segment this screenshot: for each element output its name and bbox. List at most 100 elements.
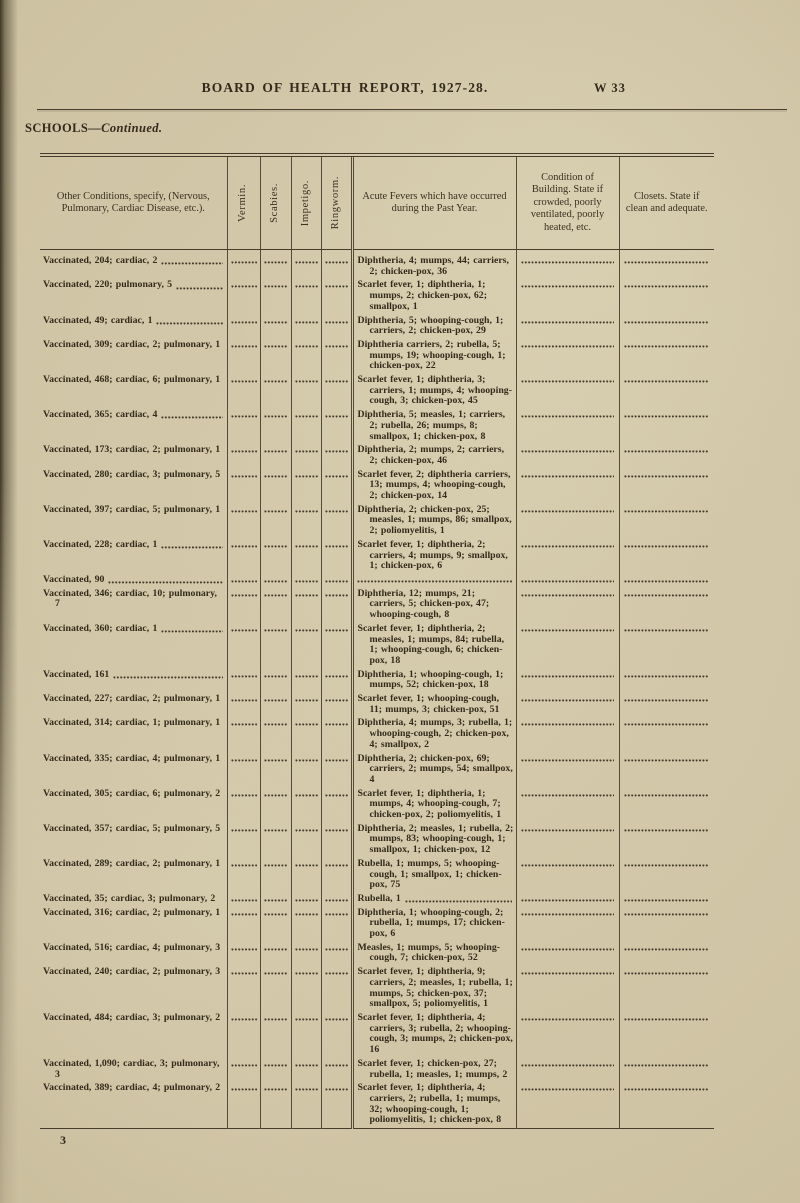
dotted-blank [230, 579, 257, 583]
cell-building-condition [515, 717, 619, 753]
cell-closets [618, 693, 714, 718]
dotted-blank [520, 674, 614, 678]
cell-closets [618, 752, 714, 788]
cell-scabies [259, 822, 291, 858]
cell-closets [618, 587, 714, 623]
table-row: Vaccinated, 1,090; cardiac, 3; pulmonary… [40, 1057, 714, 1083]
cell-ringworm [320, 374, 352, 410]
cell-closets [618, 468, 714, 504]
cell-building-condition [515, 249, 619, 280]
cell-scabies [259, 1082, 291, 1129]
cell-vermin [226, 752, 260, 788]
cell-vermin [226, 538, 260, 574]
cell-vermin [226, 906, 260, 942]
cell-vermin [226, 693, 260, 718]
dotted-blank [263, 344, 288, 348]
cell-impetigo [290, 503, 321, 539]
entry-text: Scarlet fever, 1; chicken-pox, 27; rubel… [357, 1057, 508, 1080]
entry-text: Diphtheria, 1; whooping-cough, 1; mumps,… [357, 668, 504, 691]
dotted-blank [623, 344, 709, 348]
dotted-blank [263, 1088, 288, 1092]
dotted-blank [230, 674, 257, 678]
cell-closets [618, 538, 714, 574]
dotted-blank [230, 415, 257, 419]
dotted-blank [263, 628, 288, 632]
cell-ringworm [320, 1057, 352, 1083]
cell-ringworm [320, 573, 352, 588]
entry-text: Diphtheria, 4; mumps, 3; rubella, 1; who… [357, 717, 513, 750]
dotted-blank [230, 285, 257, 289]
cell-building-condition [515, 503, 619, 539]
dotted-blank [324, 474, 348, 478]
entry-text: Rubella, 1 [357, 892, 401, 904]
dotted-blank [520, 380, 614, 384]
cell-ringworm [320, 693, 352, 718]
dotted-blank [294, 474, 318, 478]
entry-text: Vaccinated, 161 [43, 668, 110, 680]
entry-text: Diphtheria, 5; whooping-cough, 1; carrie… [357, 314, 504, 337]
entry-line: Vaccinated, 220; pulmonary, 5 [43, 280, 225, 291]
dotted-blank [324, 828, 348, 832]
entry-text: Scarlet fever, 1; diphtheria, 1; mumps, … [357, 787, 502, 821]
dotted-blank [230, 628, 257, 632]
dotted-blank [294, 344, 318, 348]
dotted-blank [294, 674, 318, 678]
cell-building-condition [515, 409, 619, 445]
dotted-blank [623, 285, 709, 289]
dotted-blank [230, 474, 257, 478]
cell-closets [618, 906, 714, 942]
cell-impetigo [290, 444, 321, 469]
ringworm-label: Ringworm. [329, 176, 341, 230]
cell-vermin [226, 374, 260, 410]
cell-other-conditions: Vaccinated, 227; cardiac, 2; pulmonary, … [40, 693, 227, 717]
dotted-blank [324, 320, 348, 324]
cell-acute-fevers: Diphtheria, 1; whooping-cough, 2; rubell… [350, 906, 516, 942]
dotted-blank [623, 593, 709, 597]
cell-acute-fevers: Scarlet fever, 1; diphtheria, 2; measles… [350, 622, 516, 669]
cell-scabies [259, 966, 291, 1012]
cell-impetigo [290, 409, 321, 445]
table-row: Vaccinated, 365; cardiac, 4 Diphtheria, 5… [40, 409, 714, 445]
cell-vermin [226, 717, 260, 753]
dotted-blank [324, 261, 348, 264]
dotted-blank [263, 758, 288, 762]
cell-closets [618, 338, 714, 375]
entry-text: Diphtheria, 5; measles, 1; carriers, 2; … [357, 409, 506, 442]
dotted-blank [324, 579, 348, 583]
entry-text: Vaccinated, 397; cardiac, 5; pulmonary, … [43, 503, 221, 515]
section-title: SCHOOLS—Continued. [25, 121, 162, 136]
table-row: Vaccinated, 346; cardiac, 10; pulmonary,… [40, 587, 714, 623]
dotted-blank [623, 758, 709, 762]
col-header-scabies: Scabies. [259, 155, 291, 250]
cell-impetigo [290, 892, 321, 907]
cell-vermin [226, 941, 260, 967]
cell-acute-fevers [350, 573, 516, 588]
dotted-blank [230, 261, 257, 264]
cell-other-conditions: Vaccinated, 316; cardiac, 2; pulmonary, … [40, 907, 227, 942]
cell-acute-fevers: Scarlet fever, 1; whooping-cough, 11; mu… [350, 693, 516, 718]
table-row: Vaccinated, 204; cardiac, 2 Diphtheria, 4… [40, 249, 714, 280]
cell-impetigo [290, 468, 321, 504]
dotted-blank [230, 1063, 257, 1067]
table-row: Vaccinated, 484; cardiac, 3; pulmonary, … [40, 1012, 714, 1058]
dotted-blank [520, 947, 614, 951]
dotted-blank [294, 699, 318, 703]
dotted-blank [294, 628, 318, 632]
cell-ringworm [320, 622, 352, 669]
dotted-blank [263, 828, 288, 832]
table-row: Vaccinated, 305; cardiac, 6; pulmonary, … [40, 787, 714, 823]
dotted-blank [263, 320, 288, 324]
entry-text: Vaccinated, 346; cardiac, 10; pulmonary,… [43, 587, 217, 610]
entry-text: Vaccinated, 316; cardiac, 2; pulmonary, … [43, 906, 221, 918]
cell-closets [618, 249, 714, 280]
dotted-blank [294, 579, 318, 583]
entry-text: Vaccinated, 335; cardiac, 4; pulmonary, … [43, 752, 221, 764]
entry-text: Vaccinated, 305; cardiac, 6; pulmonary, … [43, 787, 221, 799]
dotted-blank [324, 863, 348, 867]
cell-vermin [226, 1057, 260, 1083]
dotted-blank [623, 947, 709, 951]
dotted-blank [230, 863, 257, 867]
cell-closets [618, 573, 714, 588]
cell-closets [618, 314, 714, 339]
dotted-blank [324, 415, 348, 419]
